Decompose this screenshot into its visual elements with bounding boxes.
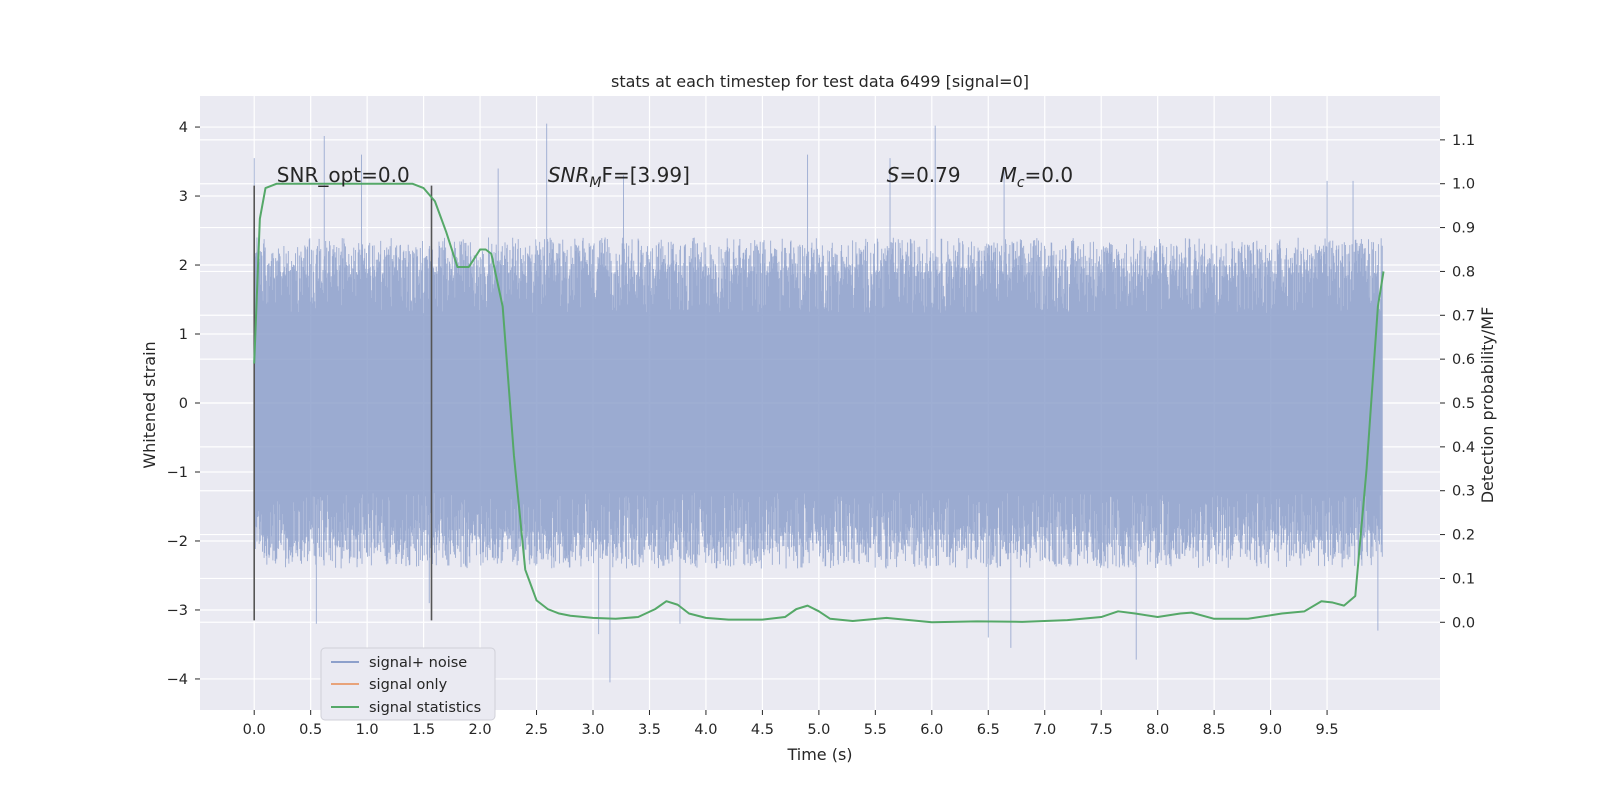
x-tick-label: 7.5	[1090, 722, 1113, 738]
annotation-text: Mc=0.0	[1000, 163, 1074, 191]
legend: signal+ noise signal only signal statist…	[320, 647, 496, 721]
x-tick-label: 9.0	[1259, 722, 1282, 738]
x-tick-label: 8.0	[1146, 722, 1169, 738]
x-tick-labels: 0.0 0.5 1.0 1.5 2.0 2.5 3.0 3.5 4.0 4.5 5.0 5.5 6.0 6…	[243, 710, 1339, 738]
x-tick-label: 9.5	[1316, 722, 1339, 738]
y-axis-label-left: Whitened strain	[140, 341, 159, 468]
x-axis-label: Time (s)	[786, 745, 852, 764]
x-tick-label: 0.5	[299, 722, 322, 738]
y-right-tick-label: 0.5	[1452, 396, 1475, 412]
x-tick-label: 5.5	[864, 722, 887, 738]
y-right-tick-label: 0.1	[1452, 571, 1475, 587]
y-right-tick-labels: 0.0 0.1 0.2 0.3 0.4 0.5 0.6 0.7 0.8 0.9 1.0 1.1	[1440, 133, 1475, 631]
y-left-tick-label: 0	[179, 396, 188, 412]
annotation-text: SNRMF=[3.99]	[548, 163, 690, 191]
y-left-tick-label: 1	[179, 327, 188, 343]
x-tick-label: 4.5	[751, 722, 774, 738]
y-left-tick-label: 3	[179, 189, 188, 205]
y-left-tick-label: −3	[167, 603, 188, 619]
legend-box	[320, 647, 496, 721]
legend-label-signal-statistics: signal statistics	[369, 700, 481, 716]
x-tick-label: 3.5	[638, 722, 661, 738]
annotation-text: SNR_opt=0.0	[277, 163, 410, 187]
x-tick-label: 7.0	[1033, 722, 1056, 738]
y-right-tick-label: 1.0	[1452, 177, 1475, 193]
y-right-tick-label: 0.2	[1452, 528, 1475, 544]
legend-label-signal-only: signal only	[369, 677, 448, 693]
x-tick-label: 3.0	[581, 722, 604, 738]
x-tick-label: 1.0	[356, 722, 379, 738]
legend-label-signal-noise: signal+ noise	[369, 655, 467, 671]
x-tick-label: 4.0	[694, 722, 717, 738]
y-left-tick-label: −4	[167, 672, 188, 688]
y-left-tick-label: 2	[179, 258, 188, 274]
x-tick-label: 1.5	[412, 722, 435, 738]
y-right-tick-label: 0.4	[1452, 440, 1475, 456]
x-tick-label: 0.0	[243, 722, 266, 738]
y-right-tick-label: 0.3	[1452, 484, 1475, 500]
y-right-tick-label: 0.6	[1452, 352, 1475, 368]
y-right-tick-label: 0.0	[1452, 615, 1475, 631]
y-right-tick-label: 1.1	[1452, 133, 1475, 149]
x-tick-label: 2.0	[469, 722, 492, 738]
y-right-tick-label: 0.9	[1452, 221, 1475, 237]
signal-statistics-line	[253, 182, 1385, 624]
signal-statistics-series	[253, 182, 1385, 624]
x-tick-label: 8.5	[1203, 722, 1226, 738]
annotations: SNR_opt=0.0 SNRMF=[3.99] S=0.79 Mc=0.0	[277, 163, 1073, 191]
x-tick-label: 6.0	[920, 722, 943, 738]
annotation-text: S=0.79	[887, 163, 961, 187]
vertical-markers	[253, 185, 433, 621]
y-left-tick-labels: −4 −3 −2 −1 0 1 2 3 4	[167, 120, 200, 688]
y-left-tick-label: 4	[179, 120, 188, 136]
x-tick-label: 2.5	[525, 722, 548, 738]
chart-title: stats at each timestep for test data 649…	[611, 72, 1029, 91]
y-right-tick-label: 0.7	[1452, 308, 1475, 324]
x-tick-label: 5.0	[807, 722, 830, 738]
x-tick-label: 6.5	[977, 722, 1000, 738]
y-left-tick-label: −1	[167, 465, 188, 481]
y-axis-label-right: Detection probability/MF	[1478, 307, 1497, 504]
y-right-tick-label: 0.8	[1452, 264, 1475, 280]
y-left-tick-label: −2	[167, 534, 188, 550]
